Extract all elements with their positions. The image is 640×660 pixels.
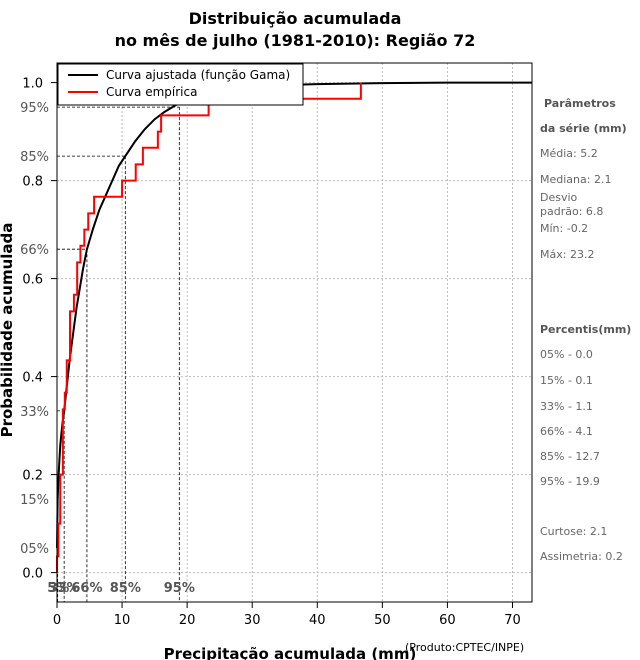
- series-line-empirical: [56, 82, 362, 573]
- params-title-line2: da série (mm): [540, 122, 627, 135]
- percentile-95: 95% - 19.9: [540, 475, 600, 488]
- y-tick-label: 0.8: [22, 175, 43, 190]
- percent-tick-label: 66%: [20, 243, 49, 258]
- statistics-panel: Parâmetros da série (mm) Média: 5.2 Medi…: [540, 97, 631, 563]
- y-axis-label: Probabilidade acumulada: [0, 223, 16, 438]
- x-tick-label: 10: [114, 613, 131, 628]
- axis-ticks: 0 10 20 30 40 50 60 70 0.0 0.2 0.4 0.6 0.8 1.0 05% 15% 3…: [20, 77, 521, 628]
- x-tick-label: 50: [374, 613, 391, 628]
- x-tick-label: 30: [244, 613, 261, 628]
- percent-tick-label: 85%: [20, 150, 49, 165]
- y-tick-label: 0.2: [22, 469, 43, 484]
- percentile-15: 15% - 0.1: [540, 374, 593, 387]
- chart-title: Distribuição acumulada: [189, 9, 402, 28]
- y-tick-label: 1.0: [22, 77, 43, 92]
- percent-tick-label: 05%: [20, 542, 49, 557]
- stat-min: Mín: -0.2: [540, 222, 588, 235]
- x-tick-label: 20: [179, 613, 196, 628]
- y-tick-label: 0.4: [22, 371, 43, 386]
- percentile-marker-label: 85%: [110, 581, 141, 596]
- x-axis-label: Precipitação acumulada (mm): [164, 645, 417, 660]
- grid-lines: [56, 63, 532, 602]
- x-tick-label: 60: [439, 613, 456, 628]
- percentile-marker-label: 95%: [164, 581, 195, 596]
- plot-frame: [56, 62, 533, 603]
- percentile-marker-label: 66%: [71, 581, 102, 596]
- params-title-line1: Parâmetros: [544, 97, 616, 110]
- y-tick-label: 0.6: [22, 273, 43, 288]
- x-tick-label: 70: [504, 613, 521, 628]
- percent-tick-label: 33%: [20, 405, 49, 420]
- percentile-66: 66% - 4.1: [540, 425, 593, 438]
- series-lines: [56, 81, 532, 573]
- chart-subtitle: no mês de julho (1981-2010): Região 72: [115, 31, 476, 50]
- legend-box: [57, 63, 304, 106]
- x-tick-label: 40: [309, 613, 326, 628]
- percentile-guide-lines: [56, 106, 180, 602]
- series-line-fitted: [56, 81, 532, 549]
- credit-label: (Produto:CPTEC/INPE): [405, 641, 524, 654]
- stat-curtose: Curtose: 2.1: [540, 525, 607, 538]
- percentile-marker-label-overlap: 5%: [47, 581, 69, 596]
- stat-mediana: Mediana: 2.1: [540, 173, 611, 186]
- percentile-85: 85% - 12.7: [540, 450, 600, 463]
- stat-media: Média: 5.2: [540, 147, 598, 160]
- percent-tick-label: 95%: [20, 101, 49, 116]
- percentile-33: 33% - 1.1: [540, 400, 593, 413]
- stat-assimetria: Assimetria: 0.2: [540, 550, 623, 563]
- legend-label-fitted: Curva ajustada (função Gama): [106, 68, 290, 82]
- y-tick-label: 0.0: [22, 567, 43, 582]
- legend-label-empirical: Curva empírica: [106, 85, 197, 99]
- x-tick-label: 0: [53, 613, 61, 628]
- legend: Curva ajustada (função Gama) Curva empír…: [57, 63, 304, 106]
- stat-max: Máx: 23.2: [540, 248, 594, 261]
- stat-desvio-line2: padrão: 6.8: [540, 205, 603, 218]
- percent-tick-label: 15%: [20, 493, 49, 508]
- percentile-marker-label: 33%: [49, 581, 80, 596]
- percentis-title: Percentis(mm): [540, 323, 631, 336]
- stat-desvio-line1: Desvio: [540, 191, 578, 204]
- percentile-05: 05% - 0.0: [540, 348, 593, 361]
